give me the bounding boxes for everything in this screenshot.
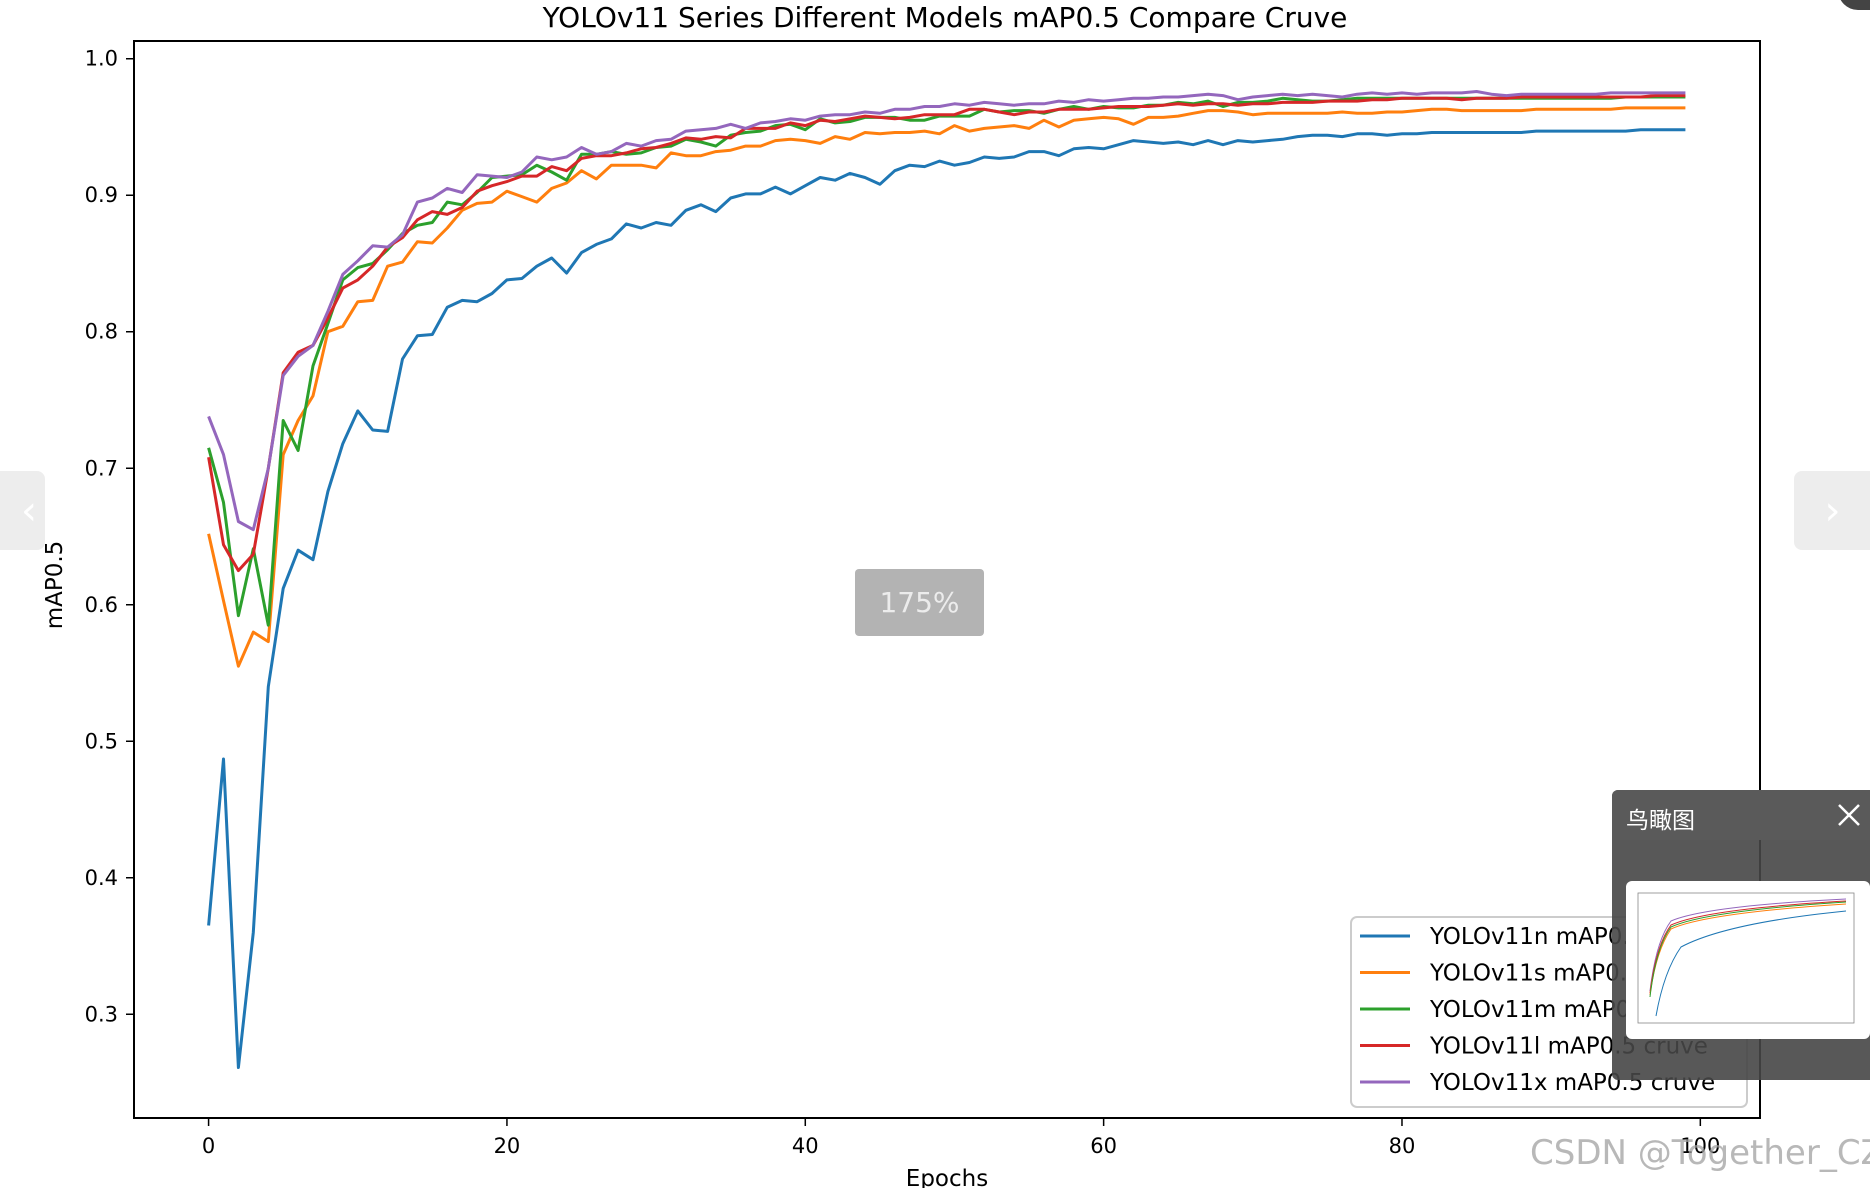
series-line-2 — [207, 95, 1686, 627]
y-ticks: 0.3 0.4 0.5 0.6 0.7 0.8 0.9 1.0 — [85, 47, 134, 1026]
birdseye-thumbnail[interactable] — [1626, 881, 1870, 1039]
y-axis-label: mAP0.5 — [42, 541, 68, 630]
series-line-4 — [207, 90, 1686, 532]
y-tick-label: 0.7 — [85, 456, 118, 480]
series-line-0 — [207, 128, 1686, 1069]
watermark: CSDN @Together_CZ — [1530, 1133, 1870, 1173]
plot-frame — [133, 40, 1761, 1119]
birdseye-close-button[interactable] — [1834, 800, 1864, 830]
next-image-button[interactable]: › — [1794, 471, 1870, 550]
thumbnail-chart-icon — [1637, 892, 1855, 1024]
y-tick-label: 0.8 — [85, 320, 118, 344]
x-tick-label: 60 — [1090, 1134, 1117, 1158]
zoom-level-badge: 175% — [855, 569, 984, 636]
x-tick-label: 0 — [202, 1134, 215, 1158]
chevron-left-icon: ‹ — [21, 487, 37, 534]
previous-image-button[interactable]: ‹ — [0, 471, 45, 550]
y-tick-label: 0.4 — [85, 866, 118, 890]
series-line-1 — [207, 106, 1686, 668]
birdseye-header: 鸟瞰图 — [1612, 790, 1870, 840]
x-axis-label: Epochs — [906, 1166, 988, 1188]
y-tick-label: 1.0 — [85, 47, 118, 71]
x-tick-label: 80 — [1389, 1134, 1416, 1158]
chart-title: YOLOv11 Series Different Models mAP0.5 C… — [542, 1, 1348, 34]
y-tick-label: 0.9 — [85, 183, 118, 207]
close-icon — [1838, 804, 1860, 826]
x-ticks: 0 20 40 60 80 100 — [202, 1118, 1720, 1158]
series-lines — [207, 90, 1686, 1069]
birdseye-panel: 鸟瞰图 — [1612, 790, 1870, 1080]
y-tick-label: 0.3 — [85, 1002, 118, 1026]
y-tick-label: 0.6 — [85, 593, 118, 617]
y-tick-label: 0.5 — [85, 729, 118, 753]
birdseye-title: 鸟瞰图 — [1626, 808, 1695, 834]
viewer-corner-control[interactable] — [1838, 0, 1870, 10]
x-tick-label: 100 — [1680, 1134, 1720, 1158]
chevron-right-icon: › — [1824, 487, 1841, 534]
x-tick-label: 40 — [792, 1134, 819, 1158]
x-tick-label: 20 — [494, 1134, 521, 1158]
series-line-3 — [207, 94, 1686, 573]
